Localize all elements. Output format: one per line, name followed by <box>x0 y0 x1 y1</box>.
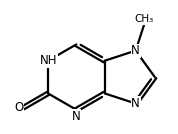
Text: O: O <box>14 101 23 114</box>
Text: N: N <box>131 97 140 110</box>
Text: N: N <box>131 44 140 57</box>
Text: N: N <box>72 110 81 123</box>
Text: NH: NH <box>40 54 58 67</box>
Text: CH₃: CH₃ <box>135 14 154 24</box>
